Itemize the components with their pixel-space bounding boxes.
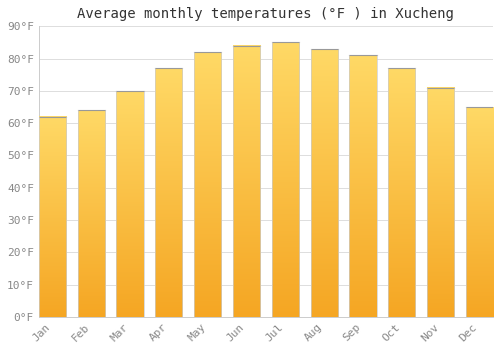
Bar [116,91,143,317]
Bar [427,88,454,317]
Bar [466,107,493,317]
Bar [194,52,222,317]
Bar [156,68,182,317]
Bar [39,117,66,317]
Bar [350,55,376,317]
Bar [310,49,338,317]
Bar [388,68,415,317]
Bar [272,42,299,317]
Bar [233,46,260,317]
Bar [78,110,105,317]
Title: Average monthly temperatures (°F ) in Xucheng: Average monthly temperatures (°F ) in Xu… [78,7,454,21]
